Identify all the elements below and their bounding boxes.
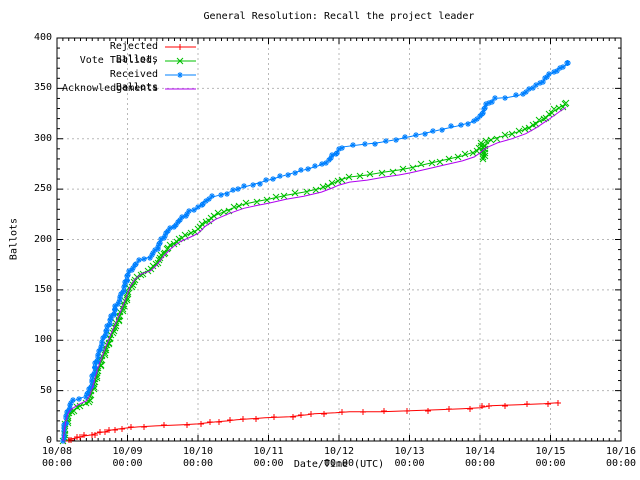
legend-line-sample: [165, 88, 196, 90]
legend-label: Vote Tallied,: [79, 55, 158, 66]
x-tick-label-date: 10/16: [605, 446, 637, 457]
legend-line-sample: [165, 44, 196, 50]
x-tick-label-time: 00:00: [41, 458, 73, 469]
x-tick-label-time: 00:00: [535, 458, 566, 469]
series-line-rejected-ballots: [65, 402, 558, 442]
x-tick-label-time: 00:00: [182, 458, 214, 469]
y-tick-label: 350: [33, 82, 52, 94]
legend-line-sample: [165, 57, 196, 65]
x-tick-label-time: 00:00: [605, 458, 637, 469]
y-tick-label: 300: [33, 132, 52, 144]
y-tick-label: 400: [33, 32, 52, 43]
y-tick-label: 250: [33, 183, 52, 195]
legend-label: Received Ballots: [109, 69, 158, 93]
x-tick-label-date: 10/10: [182, 446, 214, 457]
x-tick-label-date: 10/13: [394, 446, 425, 457]
x-tick-label-date: 10/09: [112, 446, 143, 457]
x-tick-label-date: 10/11: [253, 446, 284, 457]
x-tick-label-date: 10/08: [41, 446, 73, 457]
series-line-received-ballots: [62, 62, 569, 442]
chart-title: General Resolution: Recall the project l…: [203, 11, 475, 22]
x-tick-label-time: 00:00: [394, 458, 425, 469]
x-tick-label-time: 00:00: [464, 458, 496, 469]
x-tick-label-date: 10/12: [323, 446, 355, 457]
x-tick-label-time: 00:00: [323, 458, 355, 469]
x-tick-label-time: 00:00: [112, 458, 143, 469]
series-markers-received-ballots: [60, 60, 571, 444]
legend-line-sample: [165, 72, 196, 78]
x-tick-label-date: 10/14: [464, 446, 496, 457]
y-tick-label: 100: [33, 334, 52, 346]
series-markers-vote-tallied: [59, 99, 570, 445]
legend-label: Acknowledgements: [62, 83, 159, 94]
x-tick-label-date: 10/15: [535, 446, 566, 457]
x-tick-label-time: 00:00: [253, 458, 284, 469]
x-axis-label: Date/Time (UTC): [293, 459, 385, 470]
y-tick-label: 200: [33, 233, 52, 245]
y-tick-label: 150: [33, 283, 52, 295]
legend-label: Rejected Ballots: [109, 41, 158, 65]
y-tick-label: 50: [39, 384, 52, 396]
y-tick-label: 0: [45, 435, 52, 446]
series-line-acknowledgements: [62, 107, 567, 442]
